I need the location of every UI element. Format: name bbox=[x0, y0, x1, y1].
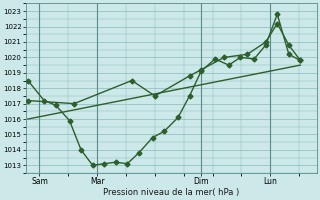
X-axis label: Pression niveau de la mer( hPa ): Pression niveau de la mer( hPa ) bbox=[103, 188, 239, 197]
